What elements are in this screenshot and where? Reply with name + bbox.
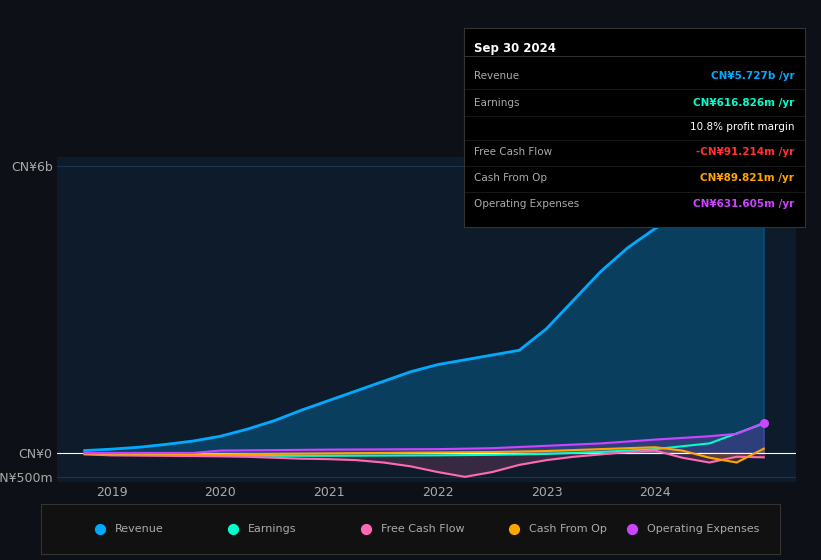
- Text: 10.8% profit margin: 10.8% profit margin: [690, 123, 795, 132]
- Text: Operating Expenses: Operating Expenses: [647, 524, 759, 534]
- Text: CN¥89.821m /yr: CN¥89.821m /yr: [700, 173, 795, 183]
- Text: Revenue: Revenue: [474, 71, 519, 81]
- Text: Earnings: Earnings: [474, 97, 520, 108]
- Text: Cash From Op: Cash From Op: [474, 173, 547, 183]
- Text: -CN¥91.214m /yr: -CN¥91.214m /yr: [696, 147, 795, 157]
- Text: CN¥5.727b /yr: CN¥5.727b /yr: [711, 71, 795, 81]
- Text: Free Cash Flow: Free Cash Flow: [381, 524, 465, 534]
- Text: Free Cash Flow: Free Cash Flow: [474, 147, 553, 157]
- Text: Cash From Op: Cash From Op: [529, 524, 607, 534]
- Point: [757, 418, 770, 427]
- Text: Sep 30 2024: Sep 30 2024: [474, 42, 556, 55]
- Text: Operating Expenses: Operating Expenses: [474, 199, 580, 209]
- Text: CN¥616.826m /yr: CN¥616.826m /yr: [693, 97, 795, 108]
- Text: Earnings: Earnings: [248, 524, 296, 534]
- Text: Revenue: Revenue: [115, 524, 163, 534]
- Point: [757, 175, 770, 184]
- Text: CN¥631.605m /yr: CN¥631.605m /yr: [693, 199, 795, 209]
